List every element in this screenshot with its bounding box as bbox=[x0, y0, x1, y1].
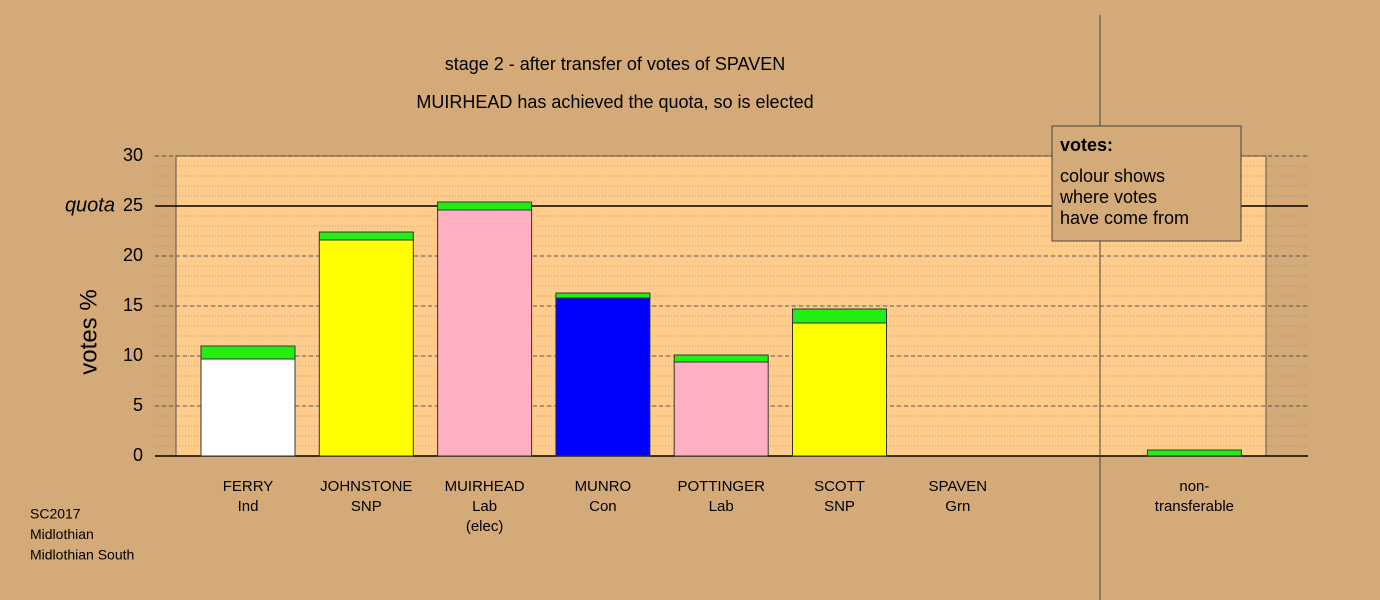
legend-text: have come from bbox=[1060, 208, 1189, 228]
footer-text: Midlothian South bbox=[30, 547, 134, 563]
chart-title: stage 2 - after transfer of votes of SPA… bbox=[445, 54, 786, 74]
chart-subtitle: MUIRHEAD has achieved the quota, so is e… bbox=[416, 92, 813, 112]
x-tick-label: Con bbox=[589, 498, 617, 515]
y-tick-label: 15 bbox=[123, 295, 143, 315]
bar-segment bbox=[673, 354, 769, 363]
bar-segment bbox=[318, 239, 414, 457]
x-tick-label: FERRY bbox=[223, 478, 274, 495]
x-tick-label: SPAVEN bbox=[928, 478, 987, 495]
y-tick-label: 10 bbox=[123, 345, 143, 365]
x-tick-label: MUIRHEAD bbox=[445, 478, 525, 495]
bar-segment bbox=[1146, 449, 1242, 457]
y-tick-label: 30 bbox=[123, 145, 143, 165]
x-tick-label: SNP bbox=[351, 498, 382, 515]
x-tick-label: transferable bbox=[1155, 498, 1234, 515]
y-tick-label: 5 bbox=[133, 395, 143, 415]
x-tick-label: Lab bbox=[709, 498, 734, 515]
x-tick-label: (elec) bbox=[466, 518, 504, 535]
bar-segment bbox=[437, 209, 533, 457]
x-tick-label: non- bbox=[1179, 478, 1209, 495]
bar-segment bbox=[437, 201, 533, 211]
quota-label: quota bbox=[65, 194, 115, 216]
bar-segment bbox=[200, 358, 296, 457]
bar-segment bbox=[318, 231, 414, 241]
bar-segment bbox=[555, 297, 651, 457]
legend-text: where votes bbox=[1059, 187, 1157, 207]
y-axis-label: votes % bbox=[75, 289, 102, 374]
x-tick-label: Lab bbox=[472, 498, 497, 515]
y-tick-label: 25 bbox=[123, 195, 143, 215]
x-tick-label: SCOTT bbox=[814, 478, 865, 495]
x-tick-label: Ind bbox=[238, 498, 259, 515]
bar-segment bbox=[792, 308, 887, 324]
footer-text: Midlothian bbox=[30, 526, 94, 542]
legend-title: votes: bbox=[1060, 135, 1113, 155]
y-tick-label: 20 bbox=[123, 245, 143, 265]
legend-text: colour shows bbox=[1060, 166, 1165, 186]
bar-segment bbox=[555, 292, 651, 299]
x-tick-label: SNP bbox=[824, 498, 855, 515]
bar-segment bbox=[792, 322, 887, 457]
x-tick-label: JOHNSTONE bbox=[320, 478, 412, 495]
bar-segment bbox=[200, 345, 296, 360]
legend-box bbox=[1051, 125, 1242, 242]
x-tick-label: MUNRO bbox=[575, 478, 632, 495]
bar-segment bbox=[673, 361, 769, 457]
footer-text: SC2017 bbox=[30, 506, 81, 522]
y-tick-label: 0 bbox=[133, 445, 143, 465]
x-tick-label: Grn bbox=[945, 498, 970, 515]
x-tick-label: POTTINGER bbox=[677, 478, 765, 495]
